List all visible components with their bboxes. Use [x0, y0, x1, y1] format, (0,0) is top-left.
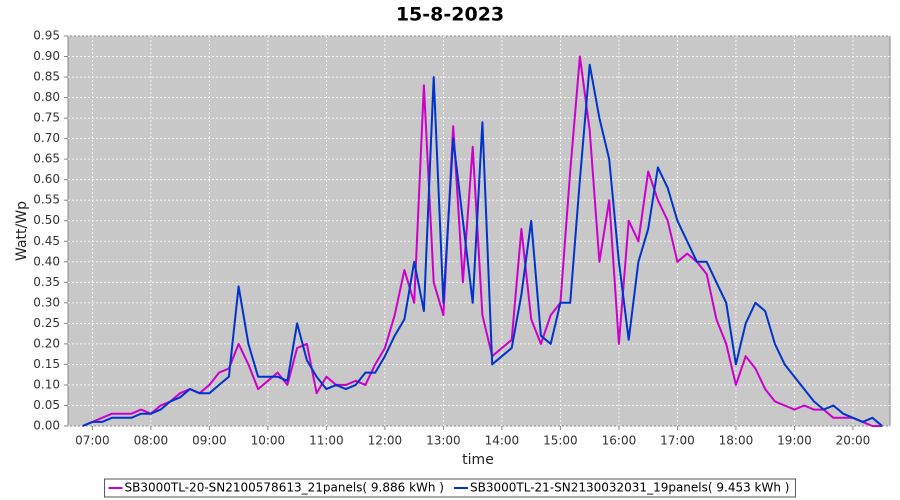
y-tick-label: 0.70 [33, 131, 60, 145]
x-tick-label: 19:00 [777, 434, 812, 448]
x-tick-label: 14:00 [485, 434, 520, 448]
x-tick-label: 20:00 [836, 434, 871, 448]
y-tick-label: 0.00 [33, 419, 60, 433]
legend-label: SB3000TL-21-SN2130032031_19panels( 9.453… [470, 481, 789, 495]
y-tick-label: 0.20 [33, 336, 60, 350]
y-tick-label: 0.55 [33, 193, 60, 207]
series-line [82, 55, 883, 427]
x-tick-label: 10:00 [251, 434, 286, 448]
y-tick-label: 0.15 [33, 357, 60, 371]
y-tick-label: 0.80 [33, 90, 60, 104]
y-tick-label: 0.90 [33, 49, 60, 63]
y-tick-label: 0.50 [33, 213, 60, 227]
y-tick-label: 0.85 [33, 70, 60, 84]
x-tick-label: 08:00 [134, 434, 169, 448]
y-tick-label: 0.35 [33, 275, 60, 289]
y-tick-label: 0.25 [33, 316, 60, 330]
x-axis-label: time [462, 452, 494, 468]
plot-area [67, 35, 891, 427]
x-tick-label: 13:00 [426, 434, 461, 448]
x-tick-label: 12:00 [368, 434, 403, 448]
y-tick-label: 0.75 [33, 111, 60, 125]
y-tick-label: 0.60 [33, 172, 60, 186]
y-tick-label: 0.30 [33, 295, 60, 309]
y-axis-label: Watt/Wp [14, 201, 30, 261]
y-tick-label: 0.05 [33, 398, 60, 412]
x-tick-label: 09:00 [192, 434, 227, 448]
x-tick-label: 11:00 [309, 434, 344, 448]
x-tick-label: 07:00 [75, 434, 110, 448]
legend-box [104, 478, 796, 498]
x-tick-label: 16:00 [602, 434, 637, 448]
x-tick-label: 17:00 [660, 434, 695, 448]
y-tick-label: 0.65 [33, 152, 60, 166]
series-line [82, 63, 883, 427]
y-tick-label: 0.40 [33, 254, 60, 268]
y-tick-label: 0.45 [33, 234, 60, 248]
x-tick-label: 18:00 [719, 434, 754, 448]
y-tick-label: 0.10 [33, 377, 60, 391]
legend-label: SB3000TL-20-SN2100578613_21panels( 9.886… [125, 481, 444, 495]
x-tick-label: 15:00 [543, 434, 578, 448]
y-tick-label: 0.95 [33, 29, 60, 43]
chart-title: 15-8-2023 [396, 4, 504, 26]
